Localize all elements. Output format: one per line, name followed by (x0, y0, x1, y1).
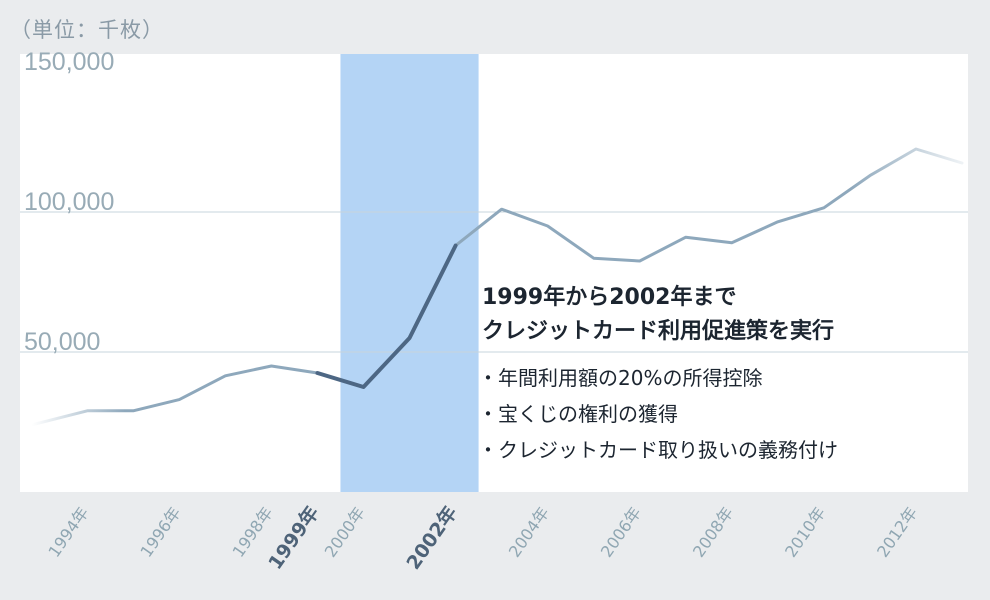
x-tick-label: 1996年 (136, 503, 184, 560)
x-tick-label: 2008年 (689, 503, 737, 560)
x-tick-label: 2002年 (402, 502, 462, 574)
annotation-bullet: ・年間利用額の20%の所得控除 (478, 366, 762, 390)
x-tick-label: 2004年 (505, 503, 553, 560)
highlight-line (315, 243, 458, 389)
x-tick-label: 2010年 (781, 503, 829, 560)
x-tick-label: 1994年 (44, 503, 92, 560)
x-tick-label: 2006年 (597, 503, 645, 560)
highlight-band (340, 54, 479, 492)
x-tick-label: 2012年 (873, 503, 921, 560)
series-line (30, 147, 964, 427)
unit-label: （単位：千枚） (10, 18, 164, 42)
annotation-bullet: ・クレジットカード取り扱いの義務付け (478, 438, 838, 462)
annotation-title-line: クレジットカード利用促進策を実行 (482, 318, 834, 344)
annotation-title-line: 1999年から2002年まで (482, 284, 736, 310)
y-tick-label: 150,000 (24, 48, 114, 76)
annotation-bullet: ・宝くじの権利の獲得 (478, 402, 678, 426)
x-tick-label: 2000年 (321, 503, 369, 560)
y-tick-label: 50,000 (24, 328, 100, 356)
plot-area (20, 54, 968, 492)
y-tick-label: 100,000 (24, 188, 114, 216)
